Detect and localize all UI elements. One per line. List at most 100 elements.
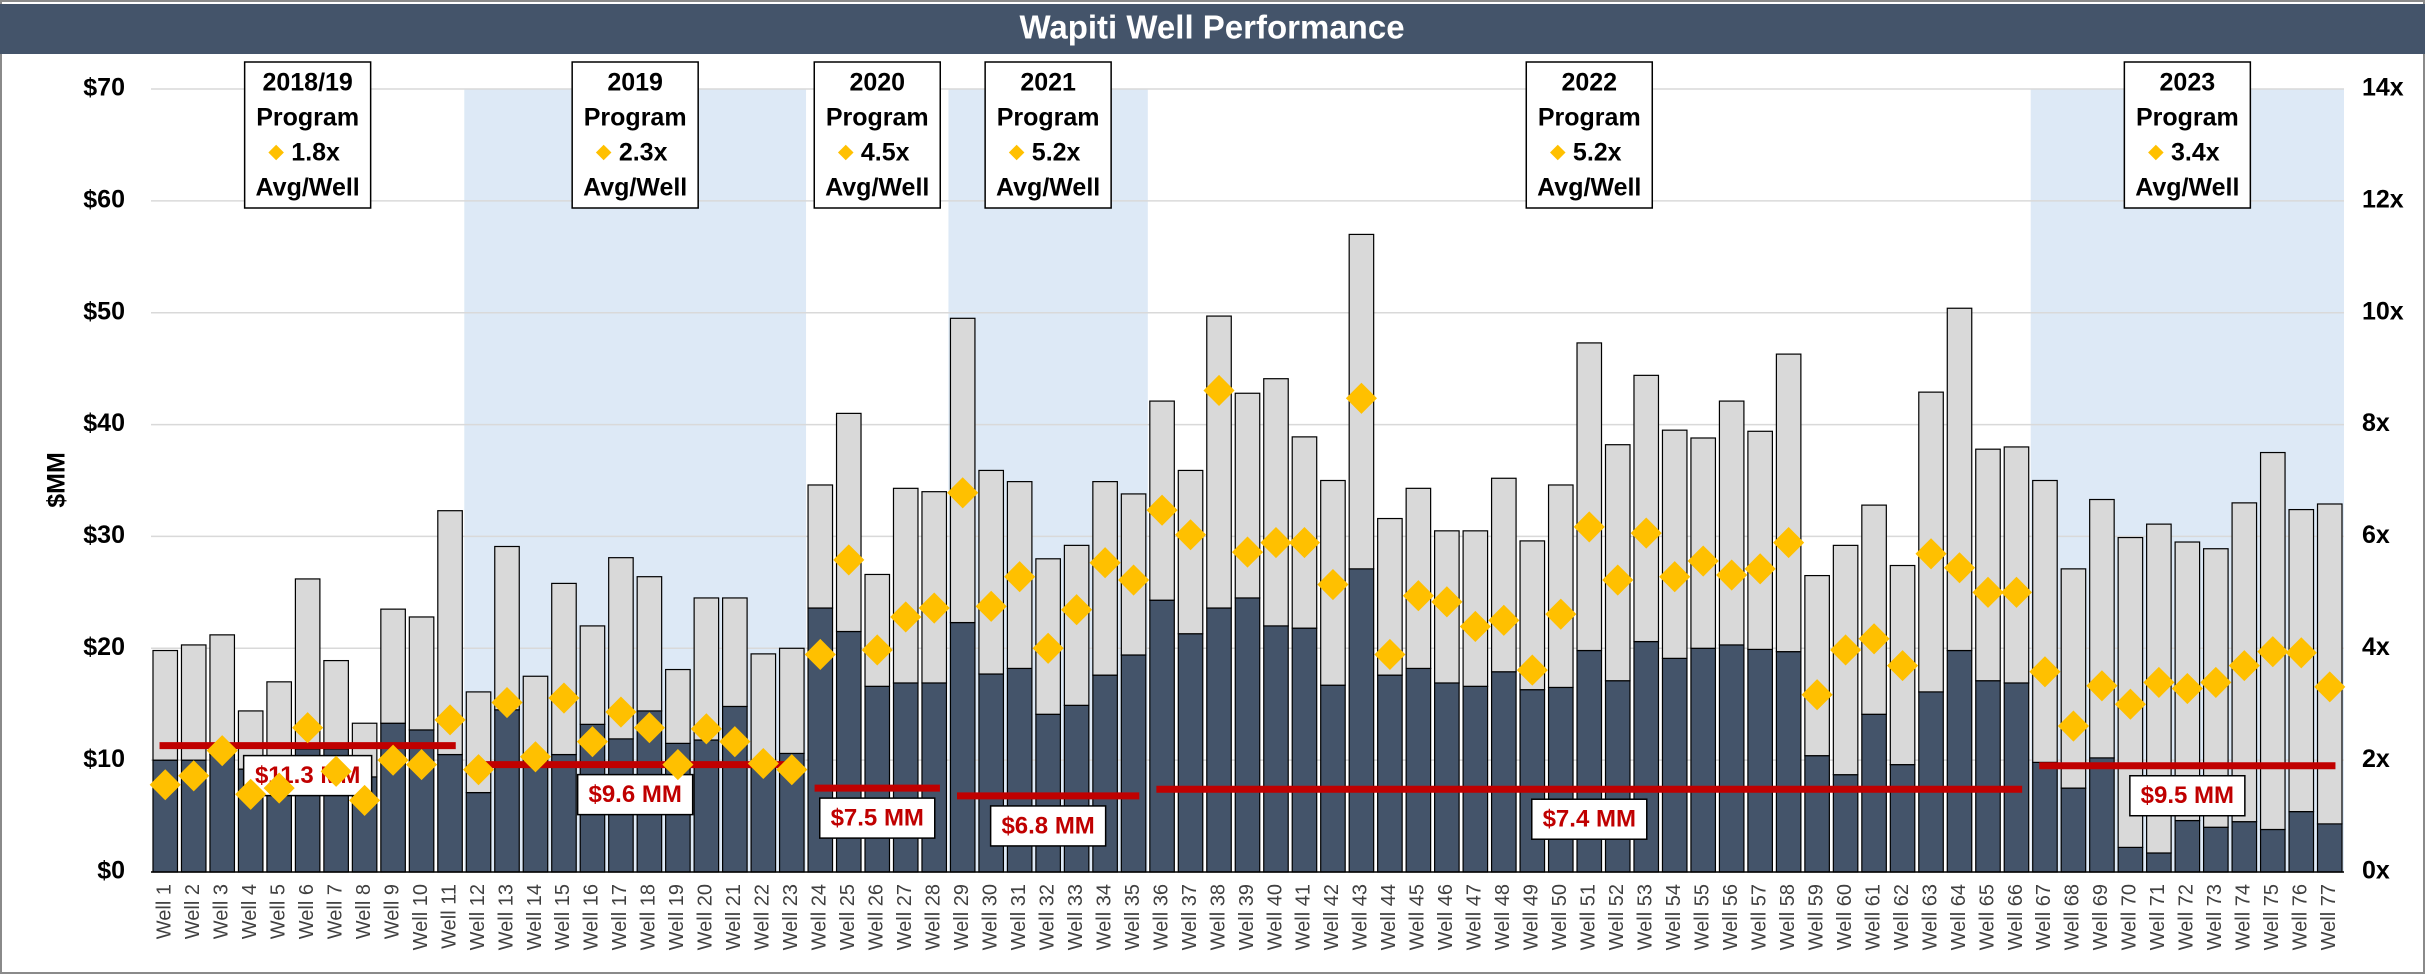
x-tick-label: Well 68 <box>2062 884 2084 950</box>
bar-segment <box>1120 654 1147 873</box>
x-tick-label: Well 66 <box>2005 884 2027 950</box>
program-line: Avg/Well <box>2135 174 2239 202</box>
y2-tick-label: 6x <box>2362 521 2390 549</box>
bar-segment <box>1177 469 1204 635</box>
x-tick-label: Well 22 <box>752 884 774 950</box>
multiple-marker <box>2171 672 2203 705</box>
y-tick-label: $0 <box>97 857 125 885</box>
bar-segment <box>636 576 663 712</box>
x-tick-label: Well 6 <box>296 884 318 939</box>
chart-title: Wapiti Well Performance <box>1019 9 1404 46</box>
bar-segment <box>408 616 435 731</box>
avg-label-box <box>1531 798 1648 840</box>
bar-segment <box>1490 477 1517 673</box>
x-tick-label: Well 8 <box>353 884 375 939</box>
bar-segment <box>1547 686 1574 873</box>
y2-tick-label: 14x <box>2362 74 2404 102</box>
bar-segment <box>1832 544 1859 776</box>
x-tick-label: Well 28 <box>922 884 944 950</box>
x-tick-label: Well 19 <box>666 884 688 950</box>
bar-segment <box>750 653 777 761</box>
bar-segment <box>921 491 948 684</box>
multiple-marker <box>2143 666 2175 698</box>
program-box <box>1525 61 1654 209</box>
bar-segment <box>1804 755 1830 873</box>
bar-segment <box>551 582 577 756</box>
program-multiple: 5.2x <box>1032 139 1081 167</box>
x-tick-label: Well 42 <box>1321 884 1343 950</box>
bar-segment <box>864 573 891 687</box>
x-tick-label: Well 3 <box>210 884 232 939</box>
y-tick-label: $30 <box>83 521 125 549</box>
bar-segment <box>2316 823 2343 873</box>
program-line: Avg/Well <box>825 174 929 202</box>
x-tick-label: Well 53 <box>1635 884 1657 950</box>
x-tick-label: Well 38 <box>1207 884 1229 950</box>
bar-segment <box>1975 680 2001 873</box>
bar-segment <box>2089 757 2115 873</box>
program-line: Program <box>584 104 687 132</box>
x-tick-label: Well 25 <box>837 884 859 950</box>
multiple-marker <box>263 772 295 804</box>
bar-segment <box>579 625 606 725</box>
avg-label-box <box>989 805 1107 847</box>
program-line: Program <box>1538 104 1641 132</box>
x-tick-label: Well 31 <box>1008 884 1030 950</box>
bar-segment <box>949 621 976 873</box>
bar-segment <box>1320 684 1346 873</box>
x-tick-label: Well 49 <box>1521 884 1543 950</box>
program-diamond <box>268 144 284 161</box>
program-year: 2020 <box>849 69 905 97</box>
bar-segment <box>152 649 179 761</box>
bar-segment <box>2231 821 2258 873</box>
bar-segment <box>807 484 834 609</box>
bar-segment <box>1718 644 1745 873</box>
multiple-marker <box>2285 637 2317 669</box>
bar-segment <box>2316 503 2343 825</box>
x-tick-label: Well 72 <box>2176 884 2198 950</box>
bar-segment <box>494 709 520 873</box>
program-box <box>2123 61 2252 209</box>
x-tick-label: Well 13 <box>495 884 517 950</box>
bar-segment <box>437 753 463 873</box>
y-tick-label: $40 <box>83 409 125 437</box>
program-year: 2021 <box>1020 69 1076 97</box>
bar-segment <box>1206 607 1232 873</box>
bar-segment <box>1718 400 1745 646</box>
multiple-marker <box>2314 671 2346 703</box>
program-line: Program <box>256 104 359 132</box>
x-tick-label: Well 27 <box>894 884 916 950</box>
bar-segment <box>1576 342 1603 652</box>
x-tick-label: Well 54 <box>1663 884 1685 950</box>
x-tick-label: Well 15 <box>552 884 574 950</box>
y-tick-label: $70 <box>83 74 125 102</box>
bar-segment <box>2060 787 2087 873</box>
program-line: Program <box>826 104 929 132</box>
bar-segment <box>1661 429 1688 659</box>
program-diamond <box>837 144 854 161</box>
multiple-marker <box>462 754 495 786</box>
x-tick-label: Well 5 <box>267 884 289 939</box>
y2-tick-label: 0x <box>2362 857 2390 885</box>
x-tick-label: Well 41 <box>1293 884 1315 950</box>
multiple-marker <box>2228 650 2260 682</box>
multiple-marker <box>320 755 352 787</box>
bar-segment <box>1690 647 1717 873</box>
x-tick-label: Well 48 <box>1492 884 1514 950</box>
multiple-marker <box>292 712 324 744</box>
x-tick-label: Well 61 <box>1862 884 1884 950</box>
avg-label: $7.5 MM <box>831 804 924 831</box>
program-year: 2019 <box>607 69 663 97</box>
bar-segment <box>1063 544 1090 706</box>
bar-segment <box>693 739 720 873</box>
bar-segment <box>1747 430 1773 651</box>
program-multiple: 4.5x <box>861 139 910 167</box>
x-tick-label: Well 64 <box>1948 884 1970 950</box>
bar-segment <box>778 647 805 755</box>
program-diamond <box>1008 144 1025 161</box>
bar-segment <box>1234 597 1261 873</box>
x-tick-label: Well 63 <box>1919 884 1941 950</box>
program-line: Avg/Well <box>583 174 687 202</box>
bar-segment <box>380 608 406 724</box>
x-tick-label: Well 30 <box>979 884 1001 950</box>
